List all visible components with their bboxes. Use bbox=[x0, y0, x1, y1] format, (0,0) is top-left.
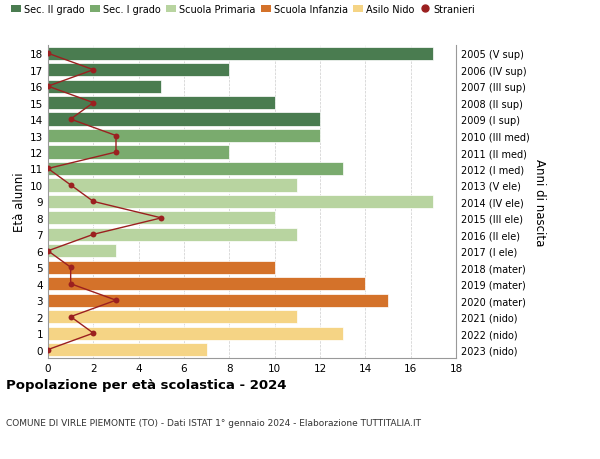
Point bbox=[89, 198, 98, 206]
Point bbox=[89, 67, 98, 74]
Bar bbox=[48, 130, 320, 143]
Bar bbox=[48, 245, 116, 258]
Bar bbox=[48, 228, 298, 241]
Point bbox=[43, 50, 53, 58]
Point bbox=[66, 264, 76, 271]
Bar bbox=[48, 97, 275, 110]
Bar bbox=[48, 278, 365, 291]
Bar bbox=[48, 343, 206, 356]
Bar bbox=[48, 261, 275, 274]
Point bbox=[157, 215, 166, 222]
Point bbox=[66, 313, 76, 321]
Bar bbox=[48, 196, 433, 208]
Legend: Sec. II grado, Sec. I grado, Scuola Primaria, Scuola Infanzia, Asilo Nido, Stran: Sec. II grado, Sec. I grado, Scuola Prim… bbox=[11, 5, 475, 15]
Bar bbox=[48, 64, 229, 77]
Point bbox=[66, 182, 76, 189]
Point bbox=[43, 165, 53, 173]
Bar bbox=[48, 80, 161, 94]
Bar bbox=[48, 310, 298, 324]
Bar bbox=[48, 146, 229, 159]
Bar bbox=[48, 294, 388, 307]
Point bbox=[43, 83, 53, 90]
Bar bbox=[48, 179, 298, 192]
Point bbox=[43, 346, 53, 353]
Point bbox=[111, 297, 121, 304]
Bar bbox=[48, 162, 343, 176]
Point bbox=[111, 133, 121, 140]
Point bbox=[89, 231, 98, 239]
Bar bbox=[48, 113, 320, 126]
Text: COMUNE DI VIRLE PIEMONTE (TO) - Dati ISTAT 1° gennaio 2024 - Elaborazione TUTTIT: COMUNE DI VIRLE PIEMONTE (TO) - Dati IST… bbox=[6, 418, 421, 427]
Y-axis label: Età alunni: Età alunni bbox=[13, 172, 26, 232]
Text: Popolazione per età scolastica - 2024: Popolazione per età scolastica - 2024 bbox=[6, 379, 287, 392]
Point bbox=[66, 116, 76, 123]
Bar bbox=[48, 48, 433, 61]
Point bbox=[89, 100, 98, 107]
Point bbox=[89, 330, 98, 337]
Bar bbox=[48, 327, 343, 340]
Point bbox=[43, 247, 53, 255]
Y-axis label: Anni di nascita: Anni di nascita bbox=[533, 158, 546, 246]
Point bbox=[111, 149, 121, 157]
Point bbox=[66, 280, 76, 288]
Bar bbox=[48, 212, 275, 225]
